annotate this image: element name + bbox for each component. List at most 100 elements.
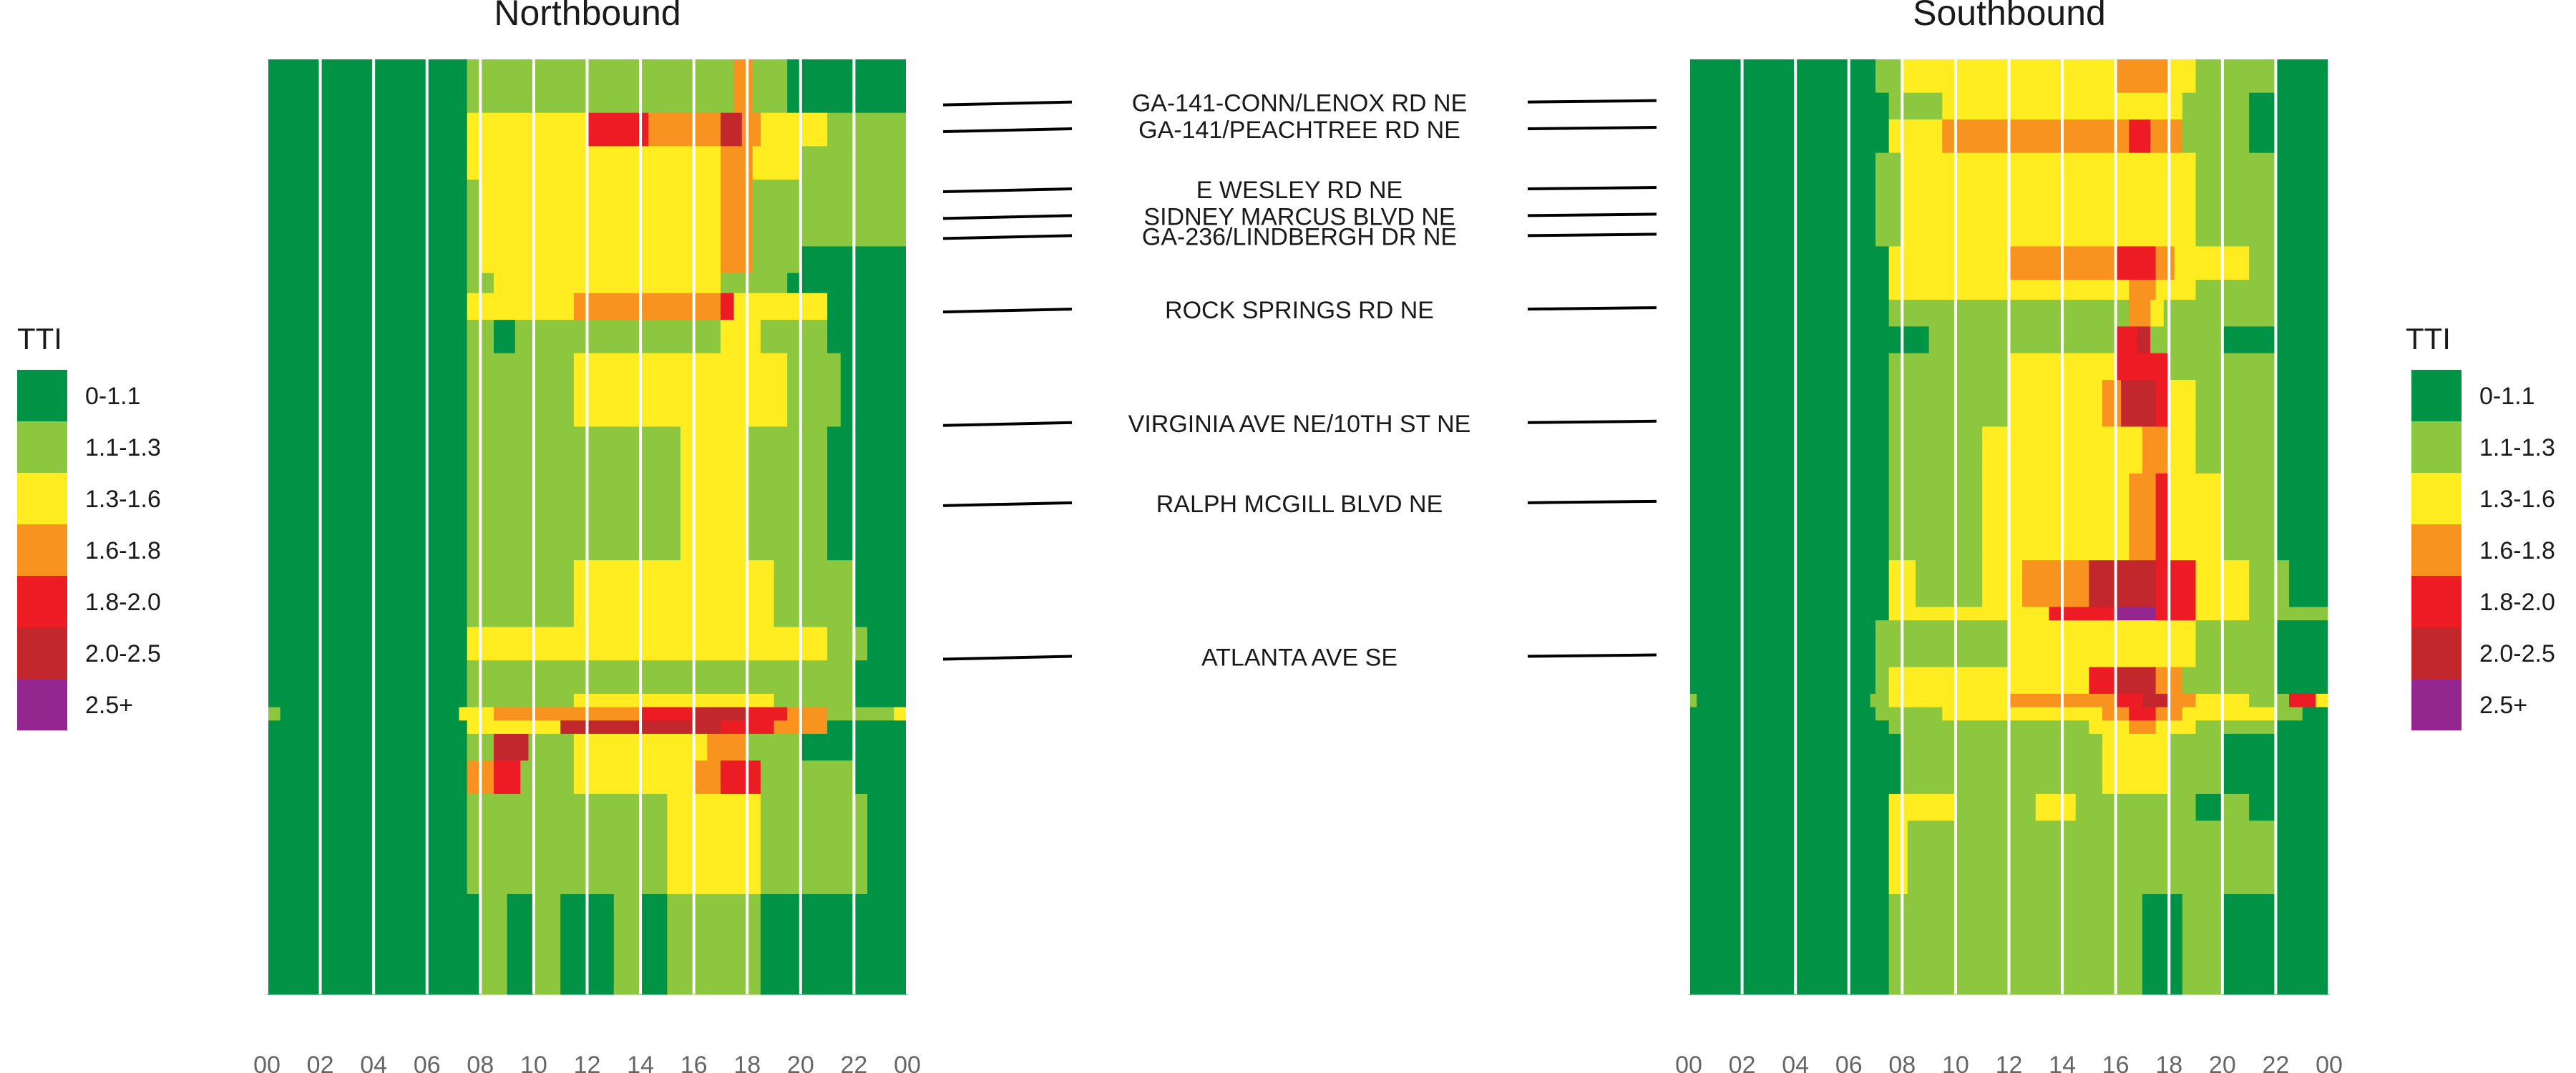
heat-cell [2129, 473, 2157, 561]
legend-label: 0-1.1 [2479, 383, 2535, 410]
heat-cell [1888, 426, 1983, 474]
legend-swatch [2411, 473, 2462, 524]
heat-cell [760, 760, 855, 795]
x-tick-label: 06 [414, 1052, 441, 1073]
southbound-heatmap [1687, 59, 2331, 995]
heat-cell [680, 426, 748, 561]
heat-cell [693, 760, 721, 795]
heat-cell [267, 320, 468, 354]
heat-cell [1689, 152, 1876, 247]
road-label: ATLANTA AVE SE [1201, 645, 1397, 672]
heat-cell [1875, 152, 1903, 247]
heat-cell [760, 793, 868, 895]
heat-cell [528, 733, 575, 761]
heat-cell [267, 660, 468, 695]
heat-cell [2222, 560, 2250, 608]
x-tick-label: 04 [360, 1052, 387, 1073]
heat-cell [720, 112, 743, 147]
heat-cell [2115, 246, 2157, 280]
heat-cell [467, 353, 575, 428]
heat-cell [1902, 733, 2103, 795]
heat-cell [1689, 893, 1890, 995]
heat-cell [2169, 733, 2223, 795]
heat-cell [2249, 92, 2330, 120]
legend-label: 2.5+ [2479, 692, 2527, 719]
heat-cell [2075, 793, 2197, 821]
heat-cell [467, 720, 561, 735]
heat-cell [2102, 733, 2170, 795]
heat-cell [2275, 667, 2330, 695]
heat-cell [1870, 693, 1890, 708]
heat-cell [467, 293, 575, 320]
legend-swatch [17, 576, 67, 627]
heat-cell [2115, 59, 2170, 94]
leader-line-left [942, 501, 1073, 507]
heat-cell [267, 353, 468, 428]
legend-swatch [2411, 627, 2462, 679]
heat-cell [467, 627, 828, 661]
road-label: GA-236/LINDBERGH DR NE [1142, 223, 1457, 250]
heat-cell [1875, 707, 1943, 721]
heat-cell [573, 353, 788, 428]
heat-cell [640, 893, 668, 995]
heat-cell [667, 893, 761, 995]
legend-swatch [2411, 679, 2462, 730]
heat-cell [800, 146, 841, 180]
heat-cell [720, 293, 735, 320]
heat-cell [493, 320, 516, 354]
heat-cell [827, 627, 868, 661]
road-label-column: GA-141-CONN/LENOX RD NEGA-141/PEACHTREE … [942, 90, 1657, 672]
heat-cell [493, 273, 721, 294]
heat-cell [867, 793, 908, 895]
heat-cell [2150, 300, 2165, 328]
heat-cell [752, 146, 801, 180]
heat-cell [267, 59, 468, 114]
leader-line-right [1527, 126, 1657, 131]
heat-cell [480, 893, 508, 995]
heat-cell [1888, 720, 2089, 735]
heat-cell [747, 426, 828, 561]
heat-cell [2195, 280, 2277, 300]
heat-cell [2115, 326, 2138, 354]
heat-cell [2275, 246, 2330, 280]
heat-cell [1697, 693, 1871, 708]
heat-cell [2182, 119, 2250, 154]
heat-cell [2102, 380, 2122, 428]
heat-cell [854, 693, 908, 708]
legend-label: 1.6-1.8 [85, 537, 161, 564]
heat-cell [787, 353, 841, 428]
heat-cell [2275, 473, 2330, 561]
heat-cell [2174, 246, 2250, 280]
heat-cell [573, 707, 641, 721]
heat-cell [774, 560, 855, 628]
leader-line-right [1527, 653, 1657, 658]
heat-cell [1875, 620, 2010, 668]
x-tick-label: 22 [841, 1052, 868, 1073]
heat-cell [1888, 353, 2010, 381]
heat-cell [2289, 560, 2330, 608]
heat-cell [707, 733, 748, 761]
heat-cell [2195, 720, 2277, 735]
heat-cell [2150, 326, 2170, 354]
heat-cell [2169, 693, 2197, 708]
x-tick-label: 20 [2209, 1052, 2236, 1073]
x-tick-label: 00 [1675, 1052, 1702, 1073]
heat-cell [2121, 380, 2157, 428]
heat-cell [1982, 560, 2023, 608]
legend-swatch [17, 421, 67, 473]
legend-swatch [2411, 576, 2462, 627]
heat-cell [2169, 380, 2197, 428]
leader-line-right [1527, 306, 1657, 311]
heat-cell [667, 793, 761, 895]
heat-cell [840, 353, 908, 428]
heat-cell [1689, 473, 1890, 561]
heat-cell [2150, 119, 2183, 154]
heat-cell [2155, 820, 2277, 895]
legend-label: 2.0-2.5 [85, 640, 161, 667]
heat-cell [1888, 793, 1956, 821]
heat-cell [2222, 473, 2277, 561]
x-tick-label: 10 [520, 1052, 547, 1073]
leader-line-left [942, 127, 1073, 134]
heat-cell [827, 320, 908, 354]
heat-cell [827, 426, 908, 561]
